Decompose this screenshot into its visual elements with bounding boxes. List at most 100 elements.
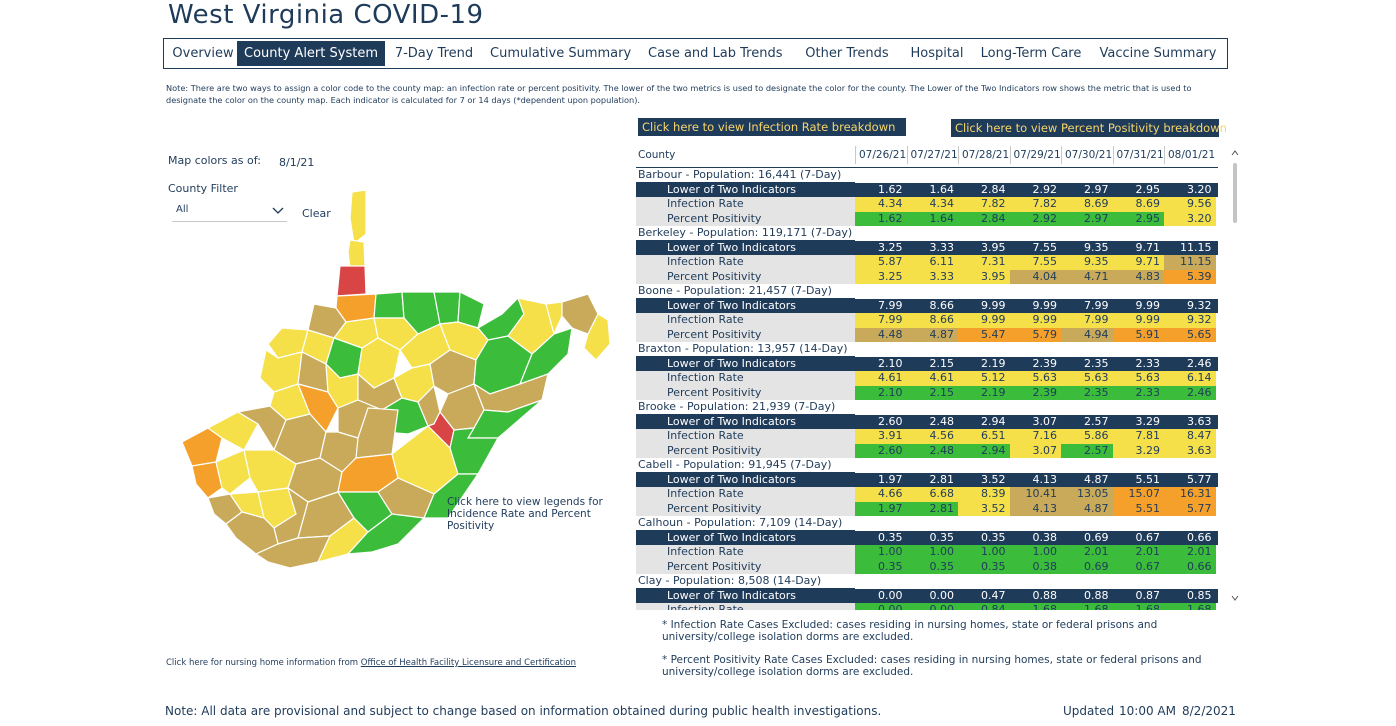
infection-rate-row[interactable]: Infection Rate 4.66 6.68 8.39 10.41 13.05 15.0… (636, 487, 1218, 502)
table-cell: 4.71 (1061, 269, 1113, 284)
county-region (296, 383, 339, 434)
county-region (181, 427, 223, 467)
date-column-header[interactable]: 07/30/21 (1065, 149, 1113, 161)
row-label-background (636, 429, 855, 444)
county-map[interactable] (178, 188, 614, 582)
updated-label: Updated (1063, 704, 1115, 718)
table-cell: 2.33 (1112, 385, 1164, 400)
tab-case-and-lab-trends[interactable]: Case and Lab Trends (648, 46, 783, 61)
infection-rate-breakdown-button[interactable]: Click here to view Infection Rate breakd… (638, 118, 906, 136)
lower-indicator-row[interactable]: Lower of Two Indicators 2.10 2.15 2.19 2.39 2… (636, 356, 1218, 371)
tab-overview[interactable]: Overview (172, 46, 234, 61)
table-cell: 0.35 (929, 530, 955, 544)
infection-rate-row[interactable]: Infection Rate 4.34 4.34 7.82 7.82 8.69 8.69 9.… (636, 197, 1218, 212)
lower-indicator-row[interactable]: Lower of Two Indicators 0.00 0.00 0.47 0.88 0… (636, 588, 1218, 603)
clear-filter-button[interactable]: Clear (302, 207, 331, 220)
infection-rate-row[interactable]: Infection Rate 7.99 8.66 9.99 9.99 7.99 9.99 9.… (636, 313, 1218, 328)
row-label: Percent Positivity (667, 211, 762, 225)
county-metrics-table[interactable]: County 07/26/21 07/27/21 07/28/21 07/29/… (636, 143, 1230, 610)
lower-indicator-row[interactable]: Lower of Two Indicators 7.99 8.66 9.99 9.99 7… (636, 298, 1218, 313)
lower-indicator-row[interactable]: Lower of Two Indicators 2.60 2.48 2.94 3.07 2… (636, 414, 1218, 429)
scrollbar-thumb[interactable] (1233, 163, 1237, 223)
table-cell: 2.39 (1032, 356, 1058, 370)
county-row[interactable]: Calhoun - Population: 7,109 (14-Day) (636, 516, 1218, 531)
date-column-header[interactable]: 07/27/21 (910, 149, 958, 161)
percent-positivity-row[interactable]: Percent Positivity 2.10 2.15 2.19 2.39 2.35 2.… (636, 385, 1218, 400)
table-cell: 3.07 (1032, 414, 1058, 428)
county-row[interactable]: Braxton - Population: 13,957 (14-Day) (636, 342, 1218, 357)
table-cell: 2.10 (855, 385, 907, 400)
table-cell: 5.77 (1164, 501, 1216, 516)
tab-hospital[interactable]: Hospital (910, 46, 964, 61)
map-colors-date: 8/1/21 (279, 156, 315, 169)
row-label-background (636, 603, 855, 610)
county-row[interactable]: Berkeley - Population: 119,171 (7-Day) (636, 226, 1218, 241)
table-cell: 1.68 (1112, 603, 1164, 610)
date-column-header[interactable]: 07/26/21 (859, 149, 907, 161)
tab-county-alert-system[interactable]: County Alert System (237, 41, 385, 66)
tab-cumulative-summary[interactable]: Cumulative Summary (490, 46, 632, 61)
county-row[interactable]: Barbour - Population: 16,441 (7-Day) (636, 168, 1218, 183)
percent-positivity-row[interactable]: Percent Positivity 2.60 2.48 2.94 3.07 2.57 3.… (636, 443, 1218, 458)
table-cell: 2.10 (878, 356, 903, 370)
table-cell: 15.07 (1112, 487, 1164, 502)
percent-positivity-row[interactable]: Percent Positivity 0.35 0.35 0.35 0.38 0.69 0.… (636, 559, 1218, 574)
table-cell: 1.00 (855, 545, 907, 560)
table-cell: 4.48 (855, 327, 907, 342)
percent-positivity-row[interactable]: Percent Positivity 1.62 1.64 2.84 2.92 2.97 2.… (636, 211, 1218, 226)
table-cell: 5.51 (1112, 501, 1164, 516)
table-cell: 2.35 (1061, 385, 1113, 400)
tab-7-day-trend[interactable]: 7-Day Trend (394, 46, 474, 61)
table-cell: 2.95 (1135, 182, 1161, 196)
infection-rate-row[interactable]: Infection Rate 0.00 0.00 0.84 1.68 1.68 1.68 1.… (636, 603, 1218, 610)
table-cell: 0.67 (1135, 530, 1161, 544)
county-row[interactable]: Brooke - Population: 21,939 (7-Day) (636, 400, 1218, 415)
percent-positivity-row[interactable]: Percent Positivity 1.97 2.81 3.52 4.13 4.87 5.… (636, 501, 1218, 516)
percent-positivity-breakdown-button[interactable]: Click here to view Percent Positivity br… (951, 119, 1227, 137)
row-label: Lower of Two Indicators (667, 530, 797, 544)
lower-indicator-row[interactable]: Lower of Two Indicators 3.25 3.33 3.95 7.55 9… (636, 240, 1218, 255)
county-row[interactable]: Clay - Population: 8,508 (14-Day) (636, 574, 1218, 589)
infection-rate-row[interactable]: Infection Rate 5.87 6.11 7.31 7.55 9.35 9.71 11… (636, 255, 1218, 270)
infection-rate-row[interactable]: Infection Rate 3.91 4.56 6.51 7.16 5.86 7.81 8.… (636, 429, 1218, 444)
lower-indicator-row[interactable]: Lower of Two Indicators 1.62 1.64 2.84 2.92 2… (636, 182, 1218, 197)
county-region (423, 473, 480, 519)
row-label: Percent Positivity (667, 559, 762, 573)
row-label: Lower of Two Indicators (667, 356, 797, 370)
table-cell: 6.14 (1164, 371, 1216, 386)
tab-other-trends[interactable]: Other Trends (805, 46, 889, 61)
row-label: Lower of Two Indicators (667, 298, 797, 312)
table-cell: 0.35 (906, 559, 958, 574)
infection-rate-row[interactable]: Infection Rate 4.61 4.61 5.12 5.63 5.63 5.63 6.… (636, 371, 1218, 386)
infection-rate-row[interactable]: Infection Rate 1.00 1.00 1.00 1.00 2.01 2.01 2.… (636, 545, 1218, 560)
county-filter-value: All (176, 204, 189, 215)
table-cell: 4.87 (1061, 501, 1113, 516)
table-scrollbar[interactable] (1231, 148, 1239, 604)
table-cell: 3.25 (855, 269, 907, 284)
table-cell: 2.94 (958, 443, 1010, 458)
date-column-header[interactable]: 07/28/21 (962, 149, 1010, 161)
county-column-header[interactable]: County (638, 149, 676, 161)
date-column-header[interactable]: 07/29/21 (1013, 149, 1061, 161)
table-cell: 2.57 (1061, 443, 1113, 458)
tab-vaccine-summary[interactable]: Vaccine Summary (1099, 46, 1217, 61)
lower-indicator-row[interactable]: Lower of Two Indicators 1.97 2.81 3.52 4.13 4… (636, 472, 1218, 487)
county-row[interactable]: Cabell - Population: 91,945 (7-Day) (636, 458, 1218, 473)
lower-indicator-row[interactable]: Lower of Two Indicators 0.35 0.35 0.35 0.38 0… (636, 530, 1218, 545)
table-cell: 3.20 (1164, 211, 1216, 226)
date-column-header[interactable]: 08/01/21 (1168, 149, 1216, 161)
table-cell: 1.00 (1009, 545, 1061, 560)
row-label: Infection Rate (667, 255, 744, 268)
licensure-link[interactable]: Office of Health Facility Licensure and … (360, 658, 576, 668)
county-row[interactable]: Boone - Population: 21,457 (7-Day) (636, 284, 1218, 299)
percent-positivity-row[interactable]: Percent Positivity 3.25 3.33 3.95 4.04 4.71 4.… (636, 269, 1218, 284)
date-column-header[interactable]: 07/31/21 (1116, 149, 1164, 161)
nursing-prefix: Click here for nursing home information … (166, 658, 361, 668)
county-filter-dropdown[interactable]: All (172, 201, 287, 222)
percent-positivity-row[interactable]: Percent Positivity 4.48 4.87 5.47 5.79 4.94 5.… (636, 327, 1218, 342)
table-cell: 7.99 (878, 298, 903, 312)
legend-link[interactable]: Click here to view legends for Incidence… (447, 496, 603, 532)
table-cell: 0.69 (1084, 530, 1109, 544)
tab-long-term-care[interactable]: Long-Term Care (980, 46, 1082, 61)
table-cell: 2.97 (1084, 182, 1109, 196)
